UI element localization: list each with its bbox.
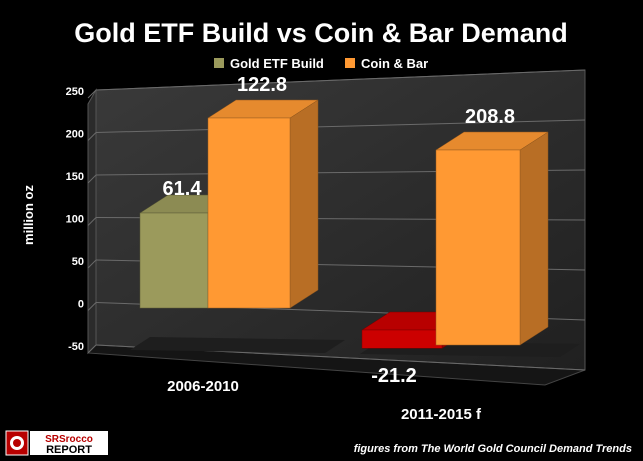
data-label: 122.8	[237, 74, 287, 96]
bar-coin-bar-2011-2015	[435, 131, 549, 346]
gridline-side	[87, 302, 97, 311]
bar-etf-2006-2010-front	[139, 212, 209, 309]
data-label: -21.2	[371, 365, 417, 387]
x-category-label: 2011-2015 f	[401, 406, 482, 423]
x-axis-labels: 2006-2010 2011-2015 f	[167, 378, 482, 423]
logo-line2: REPORT	[46, 444, 92, 456]
bar-coin-bar-2006-2010	[207, 99, 319, 309]
gridline-side	[87, 344, 97, 354]
legend-label-coin-bar: Coin & Bar	[361, 56, 428, 71]
y-axis-label: million oz	[21, 185, 36, 245]
legend-label-etf: Gold ETF Build	[230, 56, 324, 71]
gridline-side	[87, 89, 97, 99]
footnote: figures from The World Gold Council Dema…	[354, 443, 632, 455]
data-label: 61.4	[163, 178, 203, 200]
bar-coin-bar-2011-2015-side	[519, 131, 549, 346]
gridline-side	[87, 132, 97, 141]
y-tick-label: 150	[66, 171, 84, 183]
x-category-label: 2006-2010	[167, 378, 239, 395]
bar-coin-bar-2006-2010-side	[289, 99, 319, 309]
gridline-side	[87, 259, 97, 269]
chart-title: Gold ETF Build vs Coin & Bar Demand	[74, 18, 568, 48]
y-tick-label: 0	[78, 299, 84, 311]
category-floor-plate	[130, 337, 345, 353]
legend-swatch-etf	[214, 58, 224, 68]
srsrocco-logo: SRSrocco REPORT	[5, 430, 108, 456]
y-tick-label: 50	[72, 256, 84, 268]
logo-line1: SRSrocco	[45, 434, 93, 445]
y-tick-label: 250	[66, 86, 84, 98]
gridline	[95, 119, 586, 133]
y-axis-ticks: 250 200 150 100 50 0 -50	[66, 86, 84, 353]
legend-swatch-coin-bar	[345, 58, 355, 68]
bars	[130, 99, 580, 357]
gridline-side	[87, 217, 97, 226]
y-tick-label: 200	[66, 129, 84, 141]
data-labels: 61.4 122.8 -21.2 208.8	[163, 74, 516, 387]
bar-coin-bar-2011-2015-front	[435, 149, 521, 346]
gridline-side	[87, 174, 97, 184]
data-label: 208.8	[465, 106, 515, 128]
y-tick-label: -50	[68, 341, 84, 353]
y-tick-label: 100	[66, 214, 84, 226]
bar-etf-2011-2015-front	[361, 329, 443, 349]
bar-coin-bar-2006-2010-front	[207, 117, 291, 309]
legend: Gold ETF Build Coin & Bar	[214, 56, 428, 71]
gridline	[95, 69, 586, 91]
